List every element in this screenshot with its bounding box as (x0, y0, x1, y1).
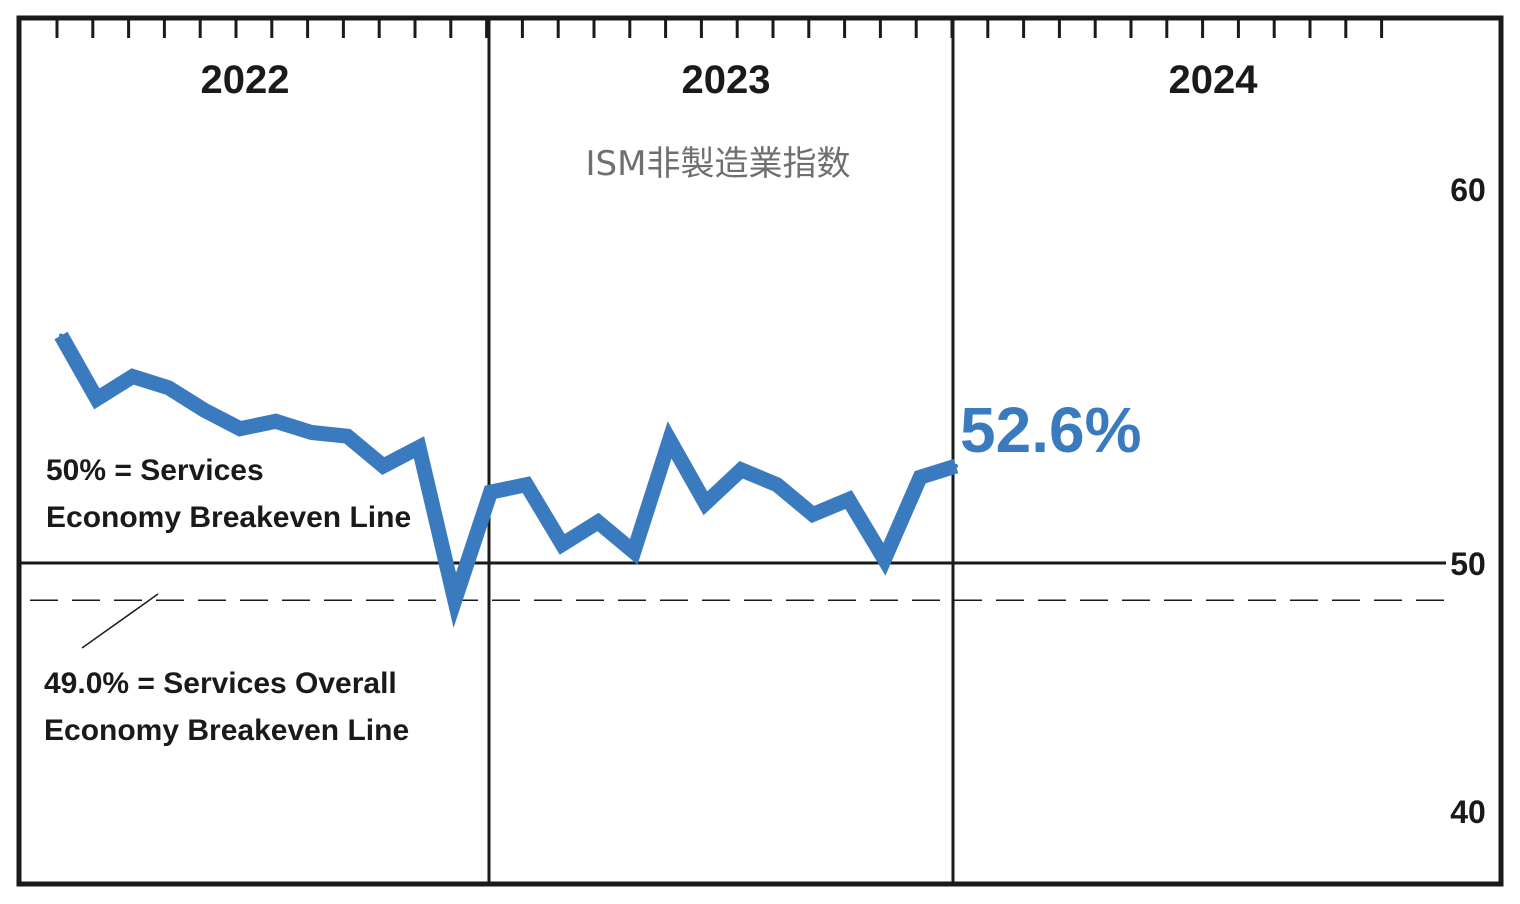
data-points (59, 333, 958, 603)
data-point-2022-08 (309, 430, 314, 435)
data-point-2023-03 (560, 542, 565, 547)
data-point-2022-09 (345, 434, 350, 439)
data-point-2022-07 (273, 419, 278, 424)
data-point-2022-06 (238, 426, 242, 431)
overall-breakeven-label-line1: 49.0% = Services Overall (44, 667, 397, 700)
data-point-2023-01 (488, 490, 493, 495)
chart-title: ISM非製造業指数 (586, 144, 851, 184)
data-point-2023-08 (739, 467, 744, 472)
data-point-2023-10 (810, 512, 815, 517)
month-ticks (55, 18, 1384, 38)
data-point-2022-10 (381, 464, 386, 469)
data-point-2023-11 (846, 497, 851, 502)
data-point-2022-03 (130, 374, 135, 379)
leader-line (81, 593, 159, 649)
year-label-2023: 2023 (682, 58, 771, 102)
data-point-2023-07 (703, 501, 708, 506)
data-point-2022-11 (417, 445, 421, 450)
data-point-2022-05 (202, 408, 207, 413)
data-point-2023-09 (775, 482, 779, 487)
year-dividers (487, 18, 955, 884)
series-line (54, 331, 959, 628)
data-point-2022-04 (166, 385, 171, 390)
data-point-2023-04 (596, 519, 600, 524)
data-point-2023-05 (631, 549, 636, 554)
y-tick-40: 40 (1450, 794, 1486, 830)
data-point-2022-02 (94, 396, 99, 401)
data-point-2023-06 (667, 437, 672, 442)
data-point-2023-02 (524, 482, 529, 487)
y-tick-60: 60 (1450, 172, 1486, 208)
data-point-2022-12 (452, 598, 457, 603)
data-point-2023-12 (882, 557, 887, 562)
reference-lines (21, 561, 1446, 602)
y-tick-50: 50 (1450, 546, 1486, 582)
data-point-2024-01 (918, 475, 923, 480)
overall-breakeven-label-line2: Economy Breakeven Line (44, 714, 409, 747)
data-point-2024-02 (954, 464, 958, 469)
chart-frame (16, 15, 1504, 887)
services-breakeven-label-line2: Economy Breakeven Line (46, 501, 411, 534)
services-breakeven-label-line1: 50% = Services (46, 454, 264, 487)
latest-value-label: 52.6% (960, 394, 1141, 466)
year-label-2024: 2024 (1169, 58, 1259, 102)
data-point-2022-01 (59, 333, 63, 338)
year-label-2022: 2022 (201, 58, 290, 102)
